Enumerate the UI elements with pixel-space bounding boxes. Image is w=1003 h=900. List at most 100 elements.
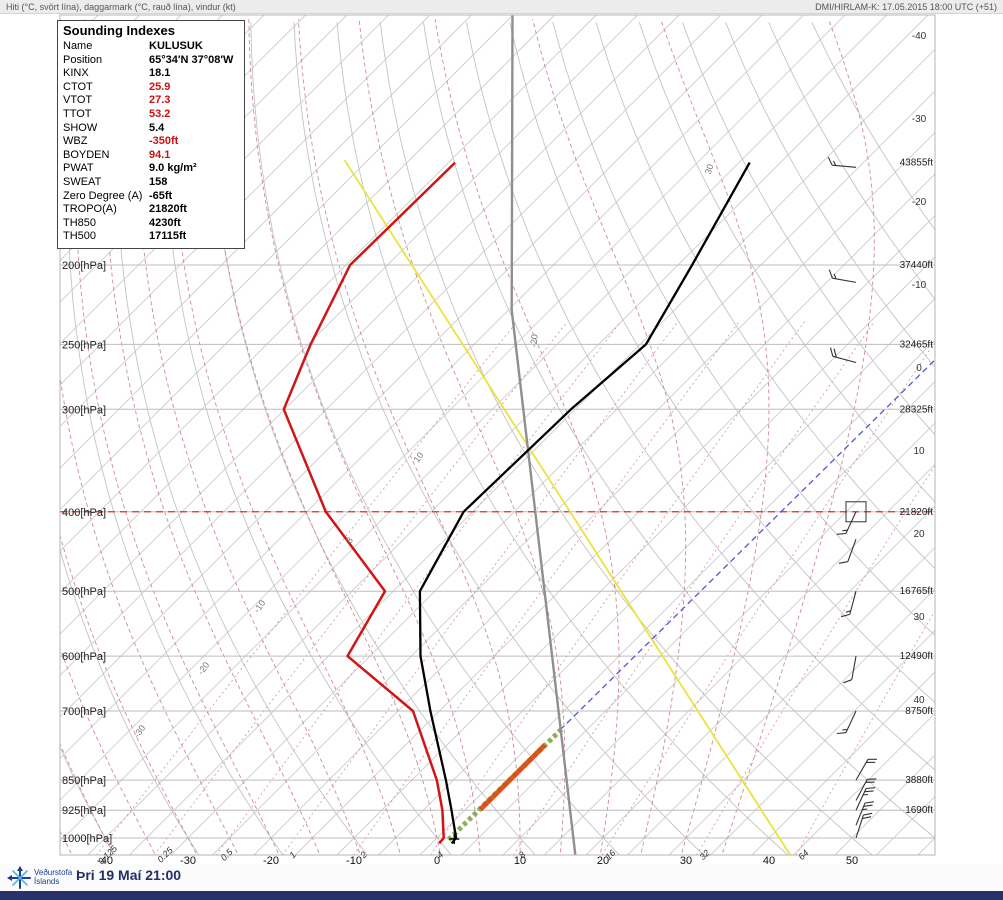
index-row: KINX 18.1 [63, 67, 239, 81]
yellow-reference-curve [343, 159, 791, 855]
svg-text:8750ft: 8750ft [905, 706, 933, 717]
wind-barb [829, 347, 857, 364]
index-value: 4230ft [149, 216, 181, 229]
index-row: Name KULUSUK [63, 40, 239, 54]
svg-text:32465ft: 32465ft [900, 339, 934, 350]
wind-barb [855, 812, 873, 839]
dewpoint-curve [282, 161, 456, 845]
index-value: 17115ft [149, 230, 187, 243]
index-label: KINX [63, 67, 89, 80]
indexes-table: Name KULUSUK Position 65°34'N 37°08'W KINX 18… [63, 40, 239, 244]
svg-text:2: 2 [358, 850, 369, 861]
pressure-axis-labels: 200[hPa] 250[hPa] 300[hPa] 400[hPa] 500[hPa]… [62, 260, 112, 845]
index-value: 9.0 kg/m² [149, 162, 197, 175]
bottom-navy-bar [0, 891, 1003, 900]
svg-text:-40: -40 [912, 31, 927, 42]
svg-text:-20: -20 [912, 197, 927, 208]
plot-area [60, 15, 935, 855]
index-label: SHOW [63, 121, 98, 134]
index-value: KULUSUK [149, 40, 203, 52]
svg-text:8: 8 [344, 535, 355, 545]
mixing-ratio-grid [96, 321, 935, 855]
indexes-title: Sounding Indexes [63, 23, 175, 38]
index-value: 65°34'N 37°08'W [149, 53, 234, 66]
wind-barb [843, 656, 857, 684]
valid-time-label: Þri 19 Maí 21:00 [76, 867, 182, 883]
wind-barb [836, 710, 857, 735]
index-row: TH500 17115ft [63, 230, 239, 244]
svg-text:21820ft: 21820ft [900, 507, 934, 518]
svg-text:-20: -20 [528, 334, 539, 348]
org-name-line1: Veðurstofa [34, 868, 73, 877]
index-row: SHOW 5.4 [63, 122, 239, 136]
footer: Veðurstofa Íslands Þri 19 Maí 21:00 [0, 864, 1003, 891]
index-row: CTOT 25.9 [63, 81, 239, 95]
svg-text:0: 0 [916, 363, 922, 374]
index-label: TH500 [63, 230, 97, 243]
index-label: TTOT [63, 107, 92, 120]
svg-text:1000[hPa]: 1000[hPa] [62, 833, 112, 845]
svg-text:0: 0 [434, 855, 440, 867]
index-value: 27.3 [149, 94, 171, 107]
wind-barb [840, 591, 857, 618]
svg-text:400[hPa]: 400[hPa] [62, 507, 106, 519]
svg-text:30: 30 [913, 612, 925, 623]
layer-highlight-orange [478, 743, 547, 812]
index-value: 94.1 [149, 148, 171, 161]
index-value: -65ft [149, 189, 173, 202]
index-label: TROPO(A) [63, 203, 117, 216]
index-row: TROPO(A) 21820ft [63, 203, 239, 217]
index-value: 53.2 [149, 107, 171, 120]
index-row: Zero Degree (A) -65ft [63, 190, 239, 204]
legend-caption: Hiti (°C, svört lína), daggarmark (°C, r… [6, 1, 236, 12]
svg-text:10: 10 [412, 450, 426, 464]
svg-text:16765ft: 16765ft [900, 586, 934, 597]
index-label: PWAT [63, 162, 94, 175]
index-row: BOYDEN 94.1 [63, 149, 239, 163]
index-row: TH850 4230ft [63, 217, 239, 231]
index-value: -350ft [149, 135, 179, 148]
tropopause-barb-box [845, 501, 867, 523]
model-run-caption: DMI/HIRLAM-K: 17.05.2015 18:00 UTC (+51) [815, 1, 997, 12]
svg-text:-10: -10 [912, 280, 927, 291]
right-temp-labels: -40 -30 -20 -10 0 10 20 30 40 [912, 31, 927, 706]
svg-text:43855ft: 43855ft [900, 158, 934, 169]
index-row: VTOT 27.3 [63, 94, 239, 108]
wind-barb [855, 787, 876, 811]
wind-barbs [827, 156, 877, 839]
wind-barb [855, 801, 874, 826]
svg-text:-30: -30 [912, 114, 927, 125]
wind-barb [836, 501, 867, 535]
index-label: Name [63, 40, 93, 52]
svg-text:20: 20 [913, 529, 925, 540]
svg-text:850[hPa]: 850[hPa] [62, 775, 106, 787]
index-label: BOYDEN [63, 148, 110, 161]
wind-barb [855, 778, 877, 801]
index-label: Position [63, 53, 103, 66]
svg-text:30: 30 [703, 163, 716, 176]
index-label: CTOT [63, 80, 93, 93]
svg-text:300[hPa]: 300[hPa] [62, 404, 106, 416]
index-row: Position 65°34'N 37°08'W [63, 54, 239, 68]
svg-text:8: 8 [517, 850, 528, 861]
index-label: VTOT [63, 94, 93, 107]
pressure-grid [60, 264, 935, 839]
svg-text:1: 1 [287, 850, 298, 861]
top-bar: Hiti (°C, svört lína), daggarmark (°C, r… [0, 0, 1003, 14]
svg-text:10: 10 [913, 446, 925, 457]
svg-text:37440ft: 37440ft [900, 260, 934, 271]
parcel-reference-curve [510, 15, 577, 855]
org-name-line2: Íslands [34, 877, 60, 886]
svg-text:600[hPa]: 600[hPa] [62, 651, 106, 663]
svg-text:200[hPa]: 200[hPa] [62, 260, 106, 272]
index-row: PWAT 9.0 kg/m² [63, 162, 239, 176]
svg-text:3880ft: 3880ft [905, 775, 933, 786]
svg-text:700[hPa]: 700[hPa] [62, 706, 106, 718]
height-labels: 43855ft 37440ft 32465ft 28325ft 21820ft 16765… [900, 158, 934, 817]
svg-text:1690ft: 1690ft [905, 805, 933, 816]
index-row: WBZ -350ft [63, 135, 239, 149]
wind-barb [838, 538, 857, 564]
